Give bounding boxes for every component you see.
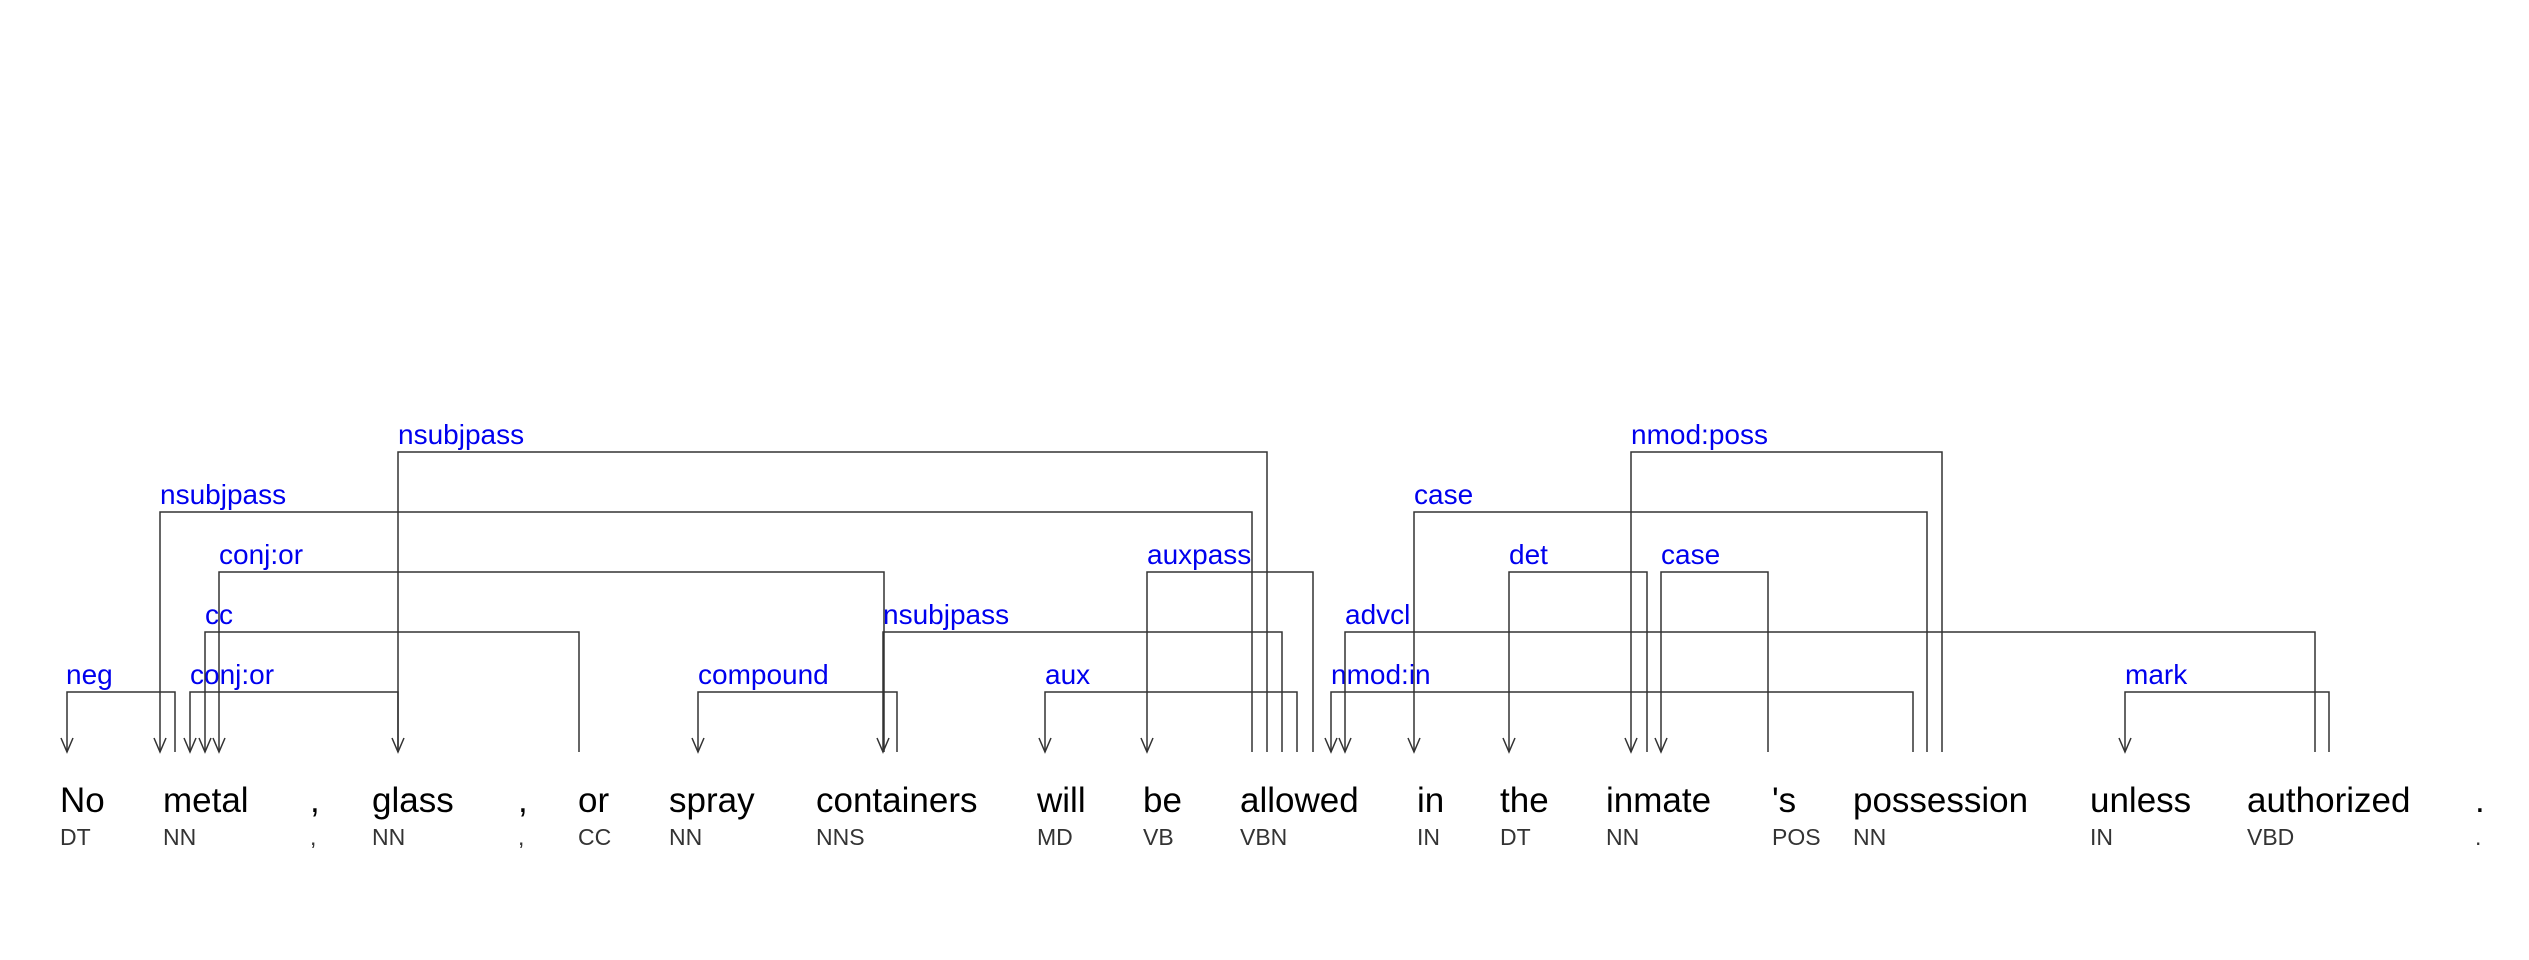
arrowhead-icon <box>1624 737 1638 754</box>
arrowhead-icon <box>391 737 405 754</box>
arrowhead-icon <box>1502 737 1516 754</box>
arrowhead-icon <box>1324 737 1338 754</box>
dependency-label: conj:or <box>190 659 274 690</box>
token-word: be <box>1143 781 1182 820</box>
token-tag: POS <box>1772 824 1821 850</box>
dependency-arc <box>1330 691 1914 752</box>
token-word: in <box>1417 781 1444 820</box>
token-tag: DT <box>60 824 91 850</box>
arrowhead-icon <box>153 737 167 754</box>
dependency-label: advcl <box>1345 599 1410 630</box>
dependency-label: neg <box>66 659 113 690</box>
dependency-arc <box>2124 691 2330 752</box>
dependency-arc <box>204 631 580 752</box>
dependency-arc <box>1146 571 1314 752</box>
dependency-label: nsubjpass <box>398 419 524 450</box>
arrowhead-icon <box>212 737 226 754</box>
dependency-label: auxpass <box>1147 539 1251 570</box>
dependency-label: det <box>1509 539 1548 570</box>
token-word: authorized <box>2247 781 2410 820</box>
token-word: No <box>60 781 105 820</box>
dependency-arc <box>189 691 399 752</box>
arrowhead-icon <box>691 737 705 754</box>
dependency-arc <box>1508 571 1648 752</box>
token-word: the <box>1500 781 1549 820</box>
dependency-label: mark <box>2125 659 2188 690</box>
arrowhead-icon <box>198 737 212 754</box>
arrowhead-icon <box>1407 737 1421 754</box>
arrowhead-icon <box>1038 737 1052 754</box>
dependency-arc <box>1413 511 1928 752</box>
dependency-label: aux <box>1045 659 1090 690</box>
arrowhead-icon <box>1654 737 1668 754</box>
token-tag: VBD <box>2247 824 2294 850</box>
token-tag: IN <box>1417 824 1440 850</box>
token-tag: CC <box>578 824 611 850</box>
dependency-label: case <box>1414 479 1473 510</box>
token-word: , <box>518 781 528 820</box>
dependency-label: nmod:in <box>1331 659 1431 690</box>
token-tag: NN <box>372 824 405 850</box>
token-word: . <box>2475 781 2485 820</box>
token-word: or <box>578 781 609 820</box>
arrowhead-icon <box>1140 737 1154 754</box>
dependency-arc <box>1044 691 1298 752</box>
arrowhead-icon <box>2118 737 2132 754</box>
token-tag: NN <box>1606 824 1639 850</box>
token-tag: VBN <box>1240 824 1287 850</box>
token-word: containers <box>816 781 977 820</box>
dependency-label: nsubjpass <box>883 599 1009 630</box>
dependency-label: nsubjpass <box>160 479 286 510</box>
dependency-label: conj:or <box>219 539 303 570</box>
dependency-arc <box>1660 571 1769 752</box>
arrowhead-icon <box>876 737 890 754</box>
arrowhead-icon <box>1338 737 1352 754</box>
arrowhead-icon <box>60 737 74 754</box>
token-tag: NN <box>1853 824 1886 850</box>
dependency-label: case <box>1661 539 1720 570</box>
token-word: will <box>1036 781 1086 820</box>
token-word: metal <box>163 781 249 820</box>
dependency-arc <box>1630 451 1943 752</box>
token-word: 's <box>1772 781 1796 820</box>
token-tag: NN <box>163 824 196 850</box>
dependency-label: compound <box>698 659 829 690</box>
token-tag: , <box>310 824 316 850</box>
token-tag: IN <box>2090 824 2113 850</box>
dependency-arc <box>66 691 176 752</box>
arrowhead-icon <box>183 737 197 754</box>
token-word: inmate <box>1606 781 1711 820</box>
dependency-arc <box>218 571 885 752</box>
token-tag: MD <box>1037 824 1073 850</box>
token-tag: , <box>518 824 524 850</box>
token-word: spray <box>669 781 755 820</box>
token-word: , <box>310 781 320 820</box>
token-tag: . <box>2475 824 2481 850</box>
token-word: glass <box>372 781 454 820</box>
token-word: allowed <box>1240 781 1359 820</box>
token-tag: VB <box>1143 824 1174 850</box>
token-word: unless <box>2090 781 2191 820</box>
token-tag: NN <box>669 824 702 850</box>
token-tag: DT <box>1500 824 1531 850</box>
token-tag: NNS <box>816 824 865 850</box>
dependency-arc <box>397 451 1268 752</box>
token-word: possession <box>1853 781 2028 820</box>
dependency-label: nmod:poss <box>1631 419 1768 450</box>
dependency-arc <box>697 691 898 752</box>
